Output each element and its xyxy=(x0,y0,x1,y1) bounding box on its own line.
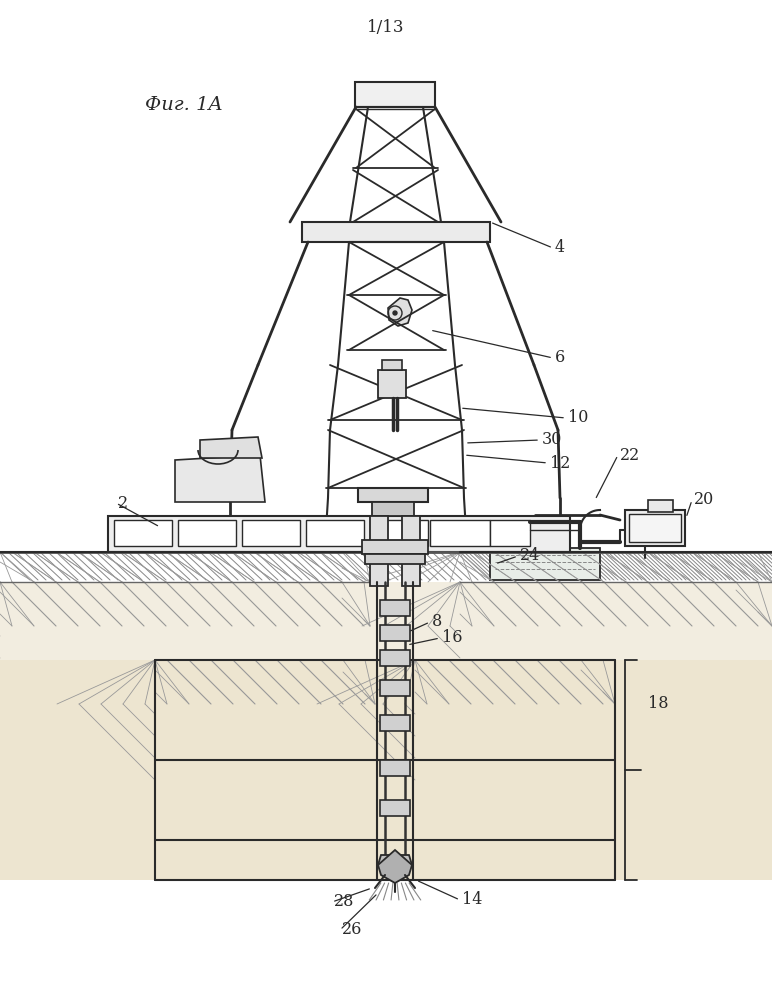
Bar xyxy=(625,510,685,546)
Polygon shape xyxy=(0,582,772,660)
Bar xyxy=(302,222,490,242)
Bar xyxy=(380,715,410,731)
Text: 1/13: 1/13 xyxy=(367,20,405,37)
Bar xyxy=(355,82,435,107)
Bar xyxy=(380,800,410,816)
Text: 24: 24 xyxy=(520,547,540,564)
Bar xyxy=(490,548,600,580)
Bar xyxy=(380,625,410,641)
Bar xyxy=(380,760,410,776)
Text: 18: 18 xyxy=(648,694,669,711)
Text: 10: 10 xyxy=(568,410,588,427)
Bar xyxy=(362,540,428,554)
Bar xyxy=(490,520,530,546)
Text: 22: 22 xyxy=(620,447,640,464)
Bar xyxy=(629,514,681,542)
Text: 20: 20 xyxy=(694,492,714,508)
Bar xyxy=(380,600,410,616)
Bar xyxy=(380,680,410,696)
Bar xyxy=(430,520,490,546)
Bar xyxy=(178,520,236,546)
Bar xyxy=(108,516,570,552)
Bar xyxy=(370,516,388,586)
Polygon shape xyxy=(378,850,412,883)
Text: 14: 14 xyxy=(462,891,482,908)
Bar xyxy=(365,554,425,564)
Bar xyxy=(242,520,300,546)
Text: 16: 16 xyxy=(442,629,462,646)
Bar xyxy=(370,520,428,546)
Bar xyxy=(648,500,673,512)
Polygon shape xyxy=(200,437,262,458)
Text: 26: 26 xyxy=(342,921,362,938)
Circle shape xyxy=(393,311,397,315)
Text: 2: 2 xyxy=(118,495,128,511)
Bar xyxy=(382,360,402,370)
Text: 30: 30 xyxy=(542,432,562,449)
Text: 4: 4 xyxy=(555,240,565,257)
Bar xyxy=(402,516,420,586)
Text: 6: 6 xyxy=(555,350,565,367)
Text: 28: 28 xyxy=(334,893,354,910)
Bar xyxy=(114,520,172,546)
Bar xyxy=(372,502,414,516)
Bar xyxy=(306,520,364,546)
Bar xyxy=(380,650,410,666)
Text: 12: 12 xyxy=(550,455,571,472)
Text: Фиг. 1A: Фиг. 1A xyxy=(145,96,222,114)
Polygon shape xyxy=(175,455,265,502)
Text: 8: 8 xyxy=(432,613,442,630)
Polygon shape xyxy=(0,660,772,880)
Bar xyxy=(358,488,428,502)
Bar xyxy=(378,370,406,398)
Polygon shape xyxy=(378,855,412,865)
Polygon shape xyxy=(388,298,412,326)
